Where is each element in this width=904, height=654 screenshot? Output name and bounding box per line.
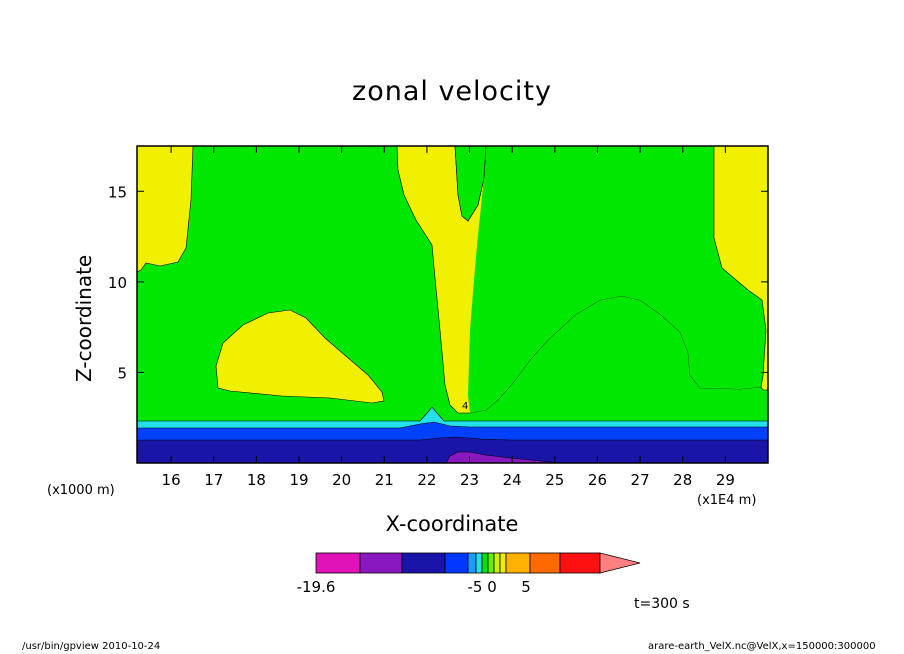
region-near-zero-top	[454, 146, 487, 222]
x-tick-label: 29	[716, 471, 735, 489]
x-tick-label: 18	[247, 471, 266, 489]
colorbar-segment	[499, 552, 507, 574]
colorbar-segment	[475, 552, 483, 574]
chart-title: zonal velocity	[352, 76, 552, 107]
y-tick-label: 5	[117, 364, 127, 382]
x-tick-label: 19	[289, 471, 308, 489]
x-tick-label: 17	[204, 471, 223, 489]
x-tick-label: 23	[460, 471, 479, 489]
colorbar-segment	[401, 552, 446, 574]
plot-frame	[136, 145, 769, 464]
colorbar-segment	[493, 552, 501, 574]
x-tick-label: 24	[503, 471, 522, 489]
colorbar-segment	[481, 552, 489, 574]
x-tick-label: 28	[673, 471, 692, 489]
colorbar-segment	[444, 552, 469, 574]
x-tick-label: 26	[588, 471, 607, 489]
colorbar-tick-label: -19.6	[297, 578, 336, 596]
y-tick-label: 10	[108, 274, 127, 292]
y-tick-label: 15	[108, 183, 127, 201]
colorbar-segment	[529, 552, 561, 574]
y-axis-label: Z-coordinate	[72, 254, 96, 382]
colorbar-segment	[467, 552, 477, 574]
x-tick-label: 25	[545, 471, 564, 489]
contour-label: 4	[462, 401, 468, 412]
region-negative-large	[137, 436, 768, 463]
time-annotation: t=300 s	[634, 596, 690, 612]
x-tick-label: 21	[375, 471, 394, 489]
colorbar-segment	[359, 552, 403, 574]
x-axis-label: X-coordinate	[385, 512, 519, 536]
colorbar-segment	[505, 552, 531, 574]
x-tick-label: 16	[162, 471, 181, 489]
colorbar: -19.6 -5 0 5	[297, 552, 641, 596]
colorbar-extension	[599, 552, 641, 574]
colorbar-segment	[487, 552, 495, 574]
footer-left: /usr/bin/gpview 2010-10-24	[22, 641, 161, 652]
x-tick-label: 27	[631, 471, 650, 489]
colorbar-tick-label: -5	[468, 578, 483, 596]
region-positive-right	[713, 146, 768, 391]
colorbar-tick-label: 0	[487, 578, 497, 596]
footer-right: arare-earth_VelX.nc@VelX,x=150000:300000	[648, 641, 876, 652]
region-positive-upper-left	[137, 146, 194, 273]
x-axis-ticks: 16 17 18 19 20 21 22 23 24 25 26 27 28 29	[162, 146, 735, 489]
colorbar-segment	[559, 552, 601, 574]
colorbar-tick-label: 5	[521, 578, 531, 596]
x-tick-label: 22	[417, 471, 436, 489]
x-tick-label: 20	[332, 471, 351, 489]
contour-plot: 4	[137, 146, 768, 463]
region-positive-left-lobe	[215, 309, 385, 404]
y-unit-label: (x1000 m)	[47, 483, 115, 498]
y-axis-ticks: 5 10 15	[108, 183, 768, 382]
region-near-zero-right	[468, 146, 766, 413]
x-unit-label: (x1E4 m)	[697, 493, 757, 508]
colorbar-segment	[315, 552, 361, 574]
